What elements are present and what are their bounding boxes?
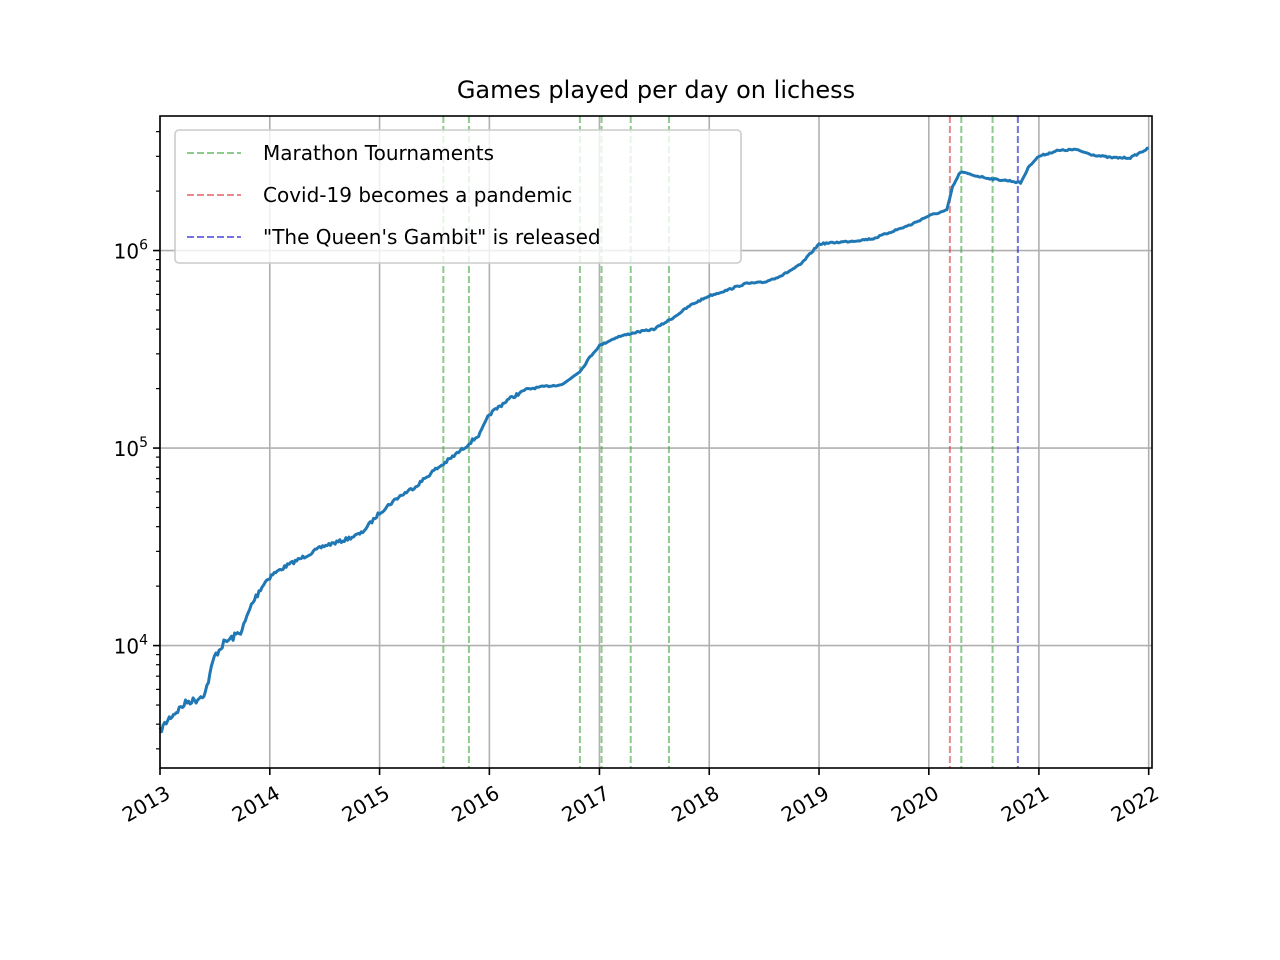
legend-label: "The Queen's Gambit" is released [263, 225, 601, 249]
axes-frame [159, 115, 1153, 769]
legend: Marathon Tournaments Covid-19 becomes a p… [174, 129, 742, 264]
y-tick-label: 105 [114, 435, 148, 461]
y-tick-label: 106 [114, 238, 148, 264]
plot-area: 2013 2014 2015 2016 2017 2018 2019 2020 2021 2022… [114, 115, 1163, 827]
chart-title: Games played per day on lichess [457, 76, 855, 104]
legend-label: Covid-19 becomes a pandemic [263, 183, 572, 207]
legend-label: Marathon Tournaments [263, 141, 494, 165]
y-tick-label: 104 [114, 633, 148, 659]
legend-box [174, 129, 742, 264]
data-series-line [158, 146, 1149, 734]
